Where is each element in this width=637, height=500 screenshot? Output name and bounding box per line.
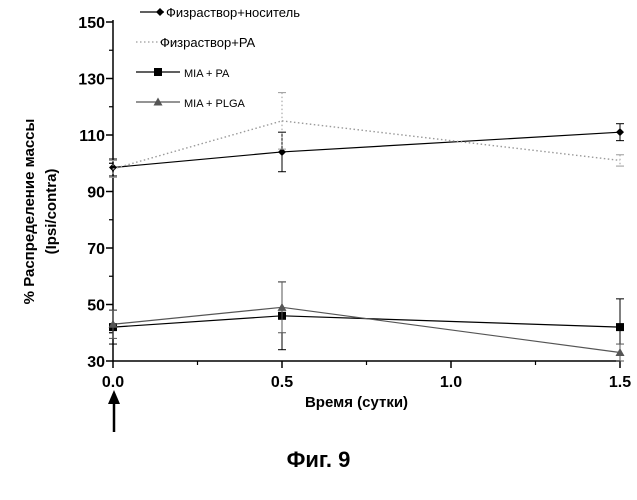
x-axis-title: Время (сутки) xyxy=(305,394,408,411)
y-tick-label: 50 xyxy=(87,298,105,315)
figure-caption: Фиг. 9 xyxy=(0,447,637,473)
series-line-segment xyxy=(282,316,620,327)
x-tick-label: 0.0 xyxy=(102,374,124,391)
y-axis-title-line2: (Ipsi/contra) xyxy=(43,169,60,255)
series-line-segment xyxy=(282,132,620,152)
legend-swatch-marker xyxy=(156,8,164,16)
legend-label: MIA + PLGA xyxy=(184,98,245,110)
data-point xyxy=(616,323,624,331)
y-axis-title-line1: % Распределение массы xyxy=(21,119,38,305)
series-4 xyxy=(109,282,625,361)
legend-item-2: Физраствор+PA xyxy=(136,35,256,50)
data-point xyxy=(616,128,624,136)
x-tick-label: 1.5 xyxy=(609,374,631,391)
x-tick-label: 0.5 xyxy=(271,374,293,391)
axes: 30 50 70 90 110 130 150 0.0 0.5 1.0 1.5 Время (сутк… xyxy=(21,15,631,411)
series-line-segment xyxy=(113,152,282,168)
y-tick-label: 30 xyxy=(87,354,105,371)
dosing-arrow-head xyxy=(108,390,120,404)
legend-label: Физраствор+носитель xyxy=(166,5,300,20)
x-tick-label: 1.0 xyxy=(440,374,462,391)
y-tick-label: 90 xyxy=(87,185,105,202)
legend-label: MIA + PA xyxy=(184,68,230,80)
y-tick-label: 150 xyxy=(78,15,105,32)
legend-item-4: MIA + PLGA xyxy=(136,98,245,111)
y-tick-label: 70 xyxy=(87,241,105,258)
data-point xyxy=(278,303,287,311)
y-tick-label: 110 xyxy=(79,128,105,145)
series-1 xyxy=(109,124,624,176)
series-line-segment xyxy=(282,121,620,161)
y-tick-label: 130 xyxy=(78,72,105,89)
series-line-segment xyxy=(282,307,620,352)
legend-label: Физраствор+PA xyxy=(160,35,256,50)
series-line-segment xyxy=(113,121,282,169)
legend-swatch-marker xyxy=(154,68,162,76)
legend-item-3: MIA + PA xyxy=(136,68,230,80)
series-layer xyxy=(109,93,625,361)
legend: Физраствор+носитель Физраствор+PA MIA + PA… xyxy=(136,5,300,110)
annotation xyxy=(108,390,120,432)
legend-item-1: Физраствор+носитель xyxy=(140,5,300,20)
